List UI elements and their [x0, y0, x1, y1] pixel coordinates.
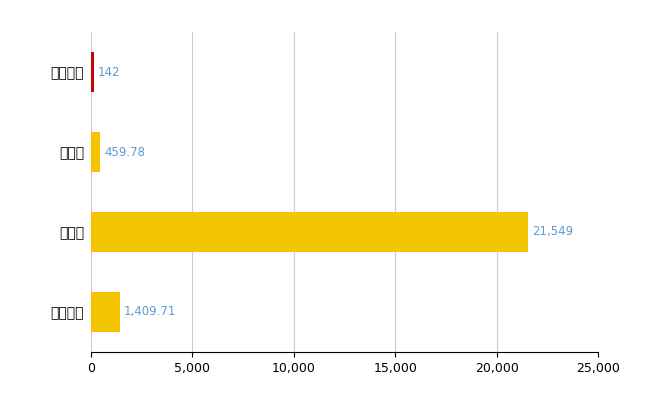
Bar	[91, 52, 94, 92]
Text: 142: 142	[98, 66, 120, 78]
Bar	[91, 212, 528, 252]
Text: 459.78: 459.78	[105, 146, 146, 158]
Bar	[91, 132, 100, 172]
Bar	[91, 292, 120, 332]
Text: 21,549: 21,549	[532, 226, 573, 238]
Text: 1,409.71: 1,409.71	[124, 306, 176, 318]
